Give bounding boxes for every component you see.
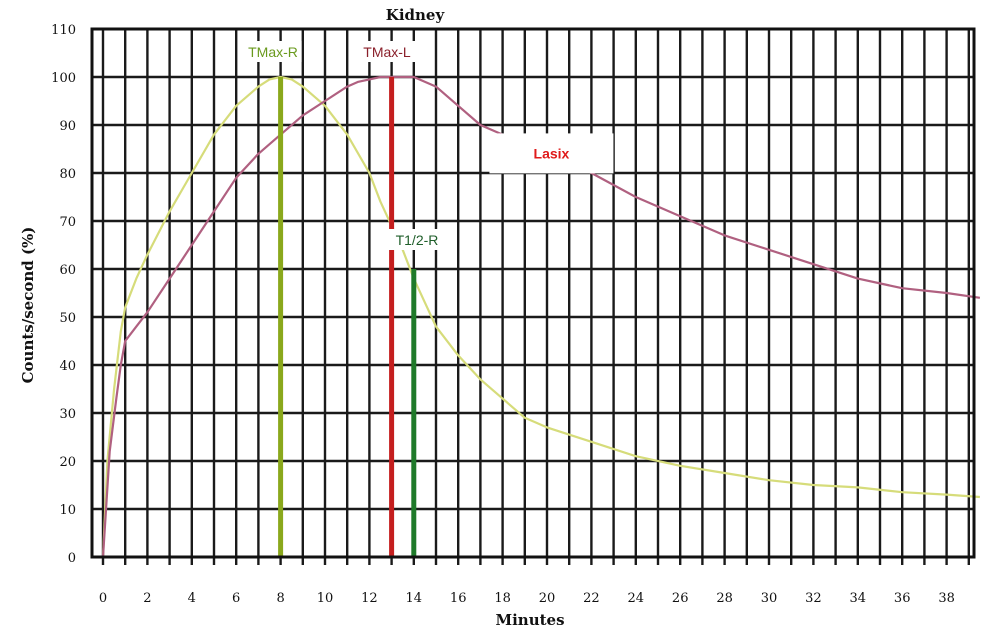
x-tick-label: 16 — [450, 591, 467, 606]
x-tick-label: 12 — [361, 591, 378, 606]
x-axis-label: Minutes — [495, 611, 564, 629]
x-tick-label: 10 — [317, 591, 334, 606]
y-tick-label: 70 — [59, 215, 76, 230]
y-tick-label: 40 — [59, 359, 76, 374]
grid — [92, 27, 974, 565]
marker-label-bg — [388, 229, 446, 250]
marker-label-tmax-r: TMax-R — [248, 44, 298, 60]
x-tick-label: 30 — [761, 591, 778, 606]
annotation-bg — [489, 133, 614, 174]
y-tick-label: 100 — [51, 71, 76, 86]
x-tick-label: 18 — [494, 591, 511, 606]
marker-lines — [278, 77, 417, 557]
y-tick-label: 10 — [59, 503, 76, 518]
y-tick-label: 110 — [51, 23, 76, 38]
series-line-2 — [101, 75, 981, 558]
annotation-lasix: Lasix — [534, 145, 570, 161]
x-tick-label: 38 — [938, 591, 955, 606]
x-tick-label: 34 — [850, 591, 867, 606]
series-line-1 — [101, 75, 980, 558]
marker-label-bg — [358, 41, 416, 62]
x-tick-label: 2 — [143, 591, 151, 606]
marker-label-t1-2-r: T1/2-R — [396, 232, 439, 248]
y-tick-label: 50 — [59, 311, 76, 326]
marker-label-tmax-l: TMax-L — [363, 44, 411, 60]
x-tick-label: 22 — [583, 591, 600, 606]
y-tick-label: 60 — [59, 263, 76, 278]
y-tick-label: 80 — [59, 167, 76, 182]
x-tick-label: 24 — [628, 591, 645, 606]
x-tick-label: 20 — [539, 591, 556, 606]
x-tick-label: 14 — [406, 591, 423, 606]
marker-label-bg — [244, 41, 302, 62]
y-axis-label: Counts/second (%) — [19, 227, 37, 384]
x-tick-label: 32 — [805, 591, 822, 606]
y-tick-label: 30 — [59, 407, 76, 422]
y-tick-label: 90 — [59, 119, 76, 134]
y-tick-label: 20 — [59, 455, 76, 470]
y-tick-label: 0 — [68, 551, 76, 566]
annotations: TMax-R TMax-L T1/2-R Lasix — [244, 41, 614, 250]
tick-labels: 0 2 4 6 8 10 12 14 16 18 20 22 24 26 28 30 32 34 36 3801020… — [51, 23, 955, 606]
series — [101, 75, 981, 558]
x-tick-label: 28 — [716, 591, 733, 606]
x-tick-label: 4 — [188, 591, 196, 606]
plot-frame — [90, 27, 976, 559]
x-tick-label: 36 — [894, 591, 911, 606]
x-tick-label: 26 — [672, 591, 689, 606]
x-tick-label: 0 — [99, 591, 107, 606]
x-tick-label: 6 — [232, 591, 240, 606]
x-tick-label: 8 — [276, 591, 284, 606]
chart-title: Kidney — [386, 6, 446, 24]
